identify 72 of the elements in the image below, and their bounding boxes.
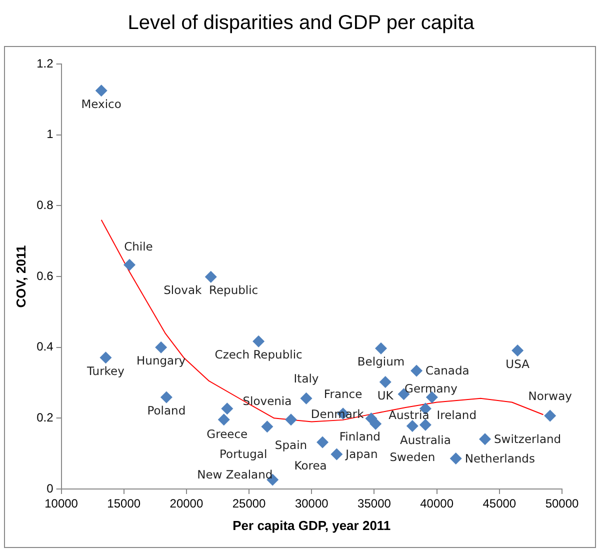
point: [450, 452, 462, 465]
point: [316, 436, 329, 448]
y-tick-label: 1: [46, 127, 54, 142]
annotation: France: [324, 386, 362, 401]
point: [374, 342, 387, 354]
annotation: USA: [506, 356, 530, 371]
annotation: Italy: [294, 372, 319, 386]
x-tick-label: 10000: [44, 496, 78, 511]
x-tick-label: 30000: [294, 496, 329, 511]
point: [124, 258, 136, 271]
x-tick-label: 45000: [482, 496, 516, 511]
annotation: Finland: [339, 429, 380, 444]
annotation: Hungary: [136, 354, 186, 368]
point: [370, 418, 382, 430]
annotation: Switzerland: [494, 432, 562, 446]
point: [410, 364, 423, 377]
x-tick-label: 25000: [232, 496, 266, 511]
annotation: Mexico: [81, 96, 122, 111]
point: [330, 448, 343, 460]
point: [204, 270, 217, 283]
point: [100, 352, 112, 364]
annotation: Chile: [124, 240, 153, 254]
point: [544, 410, 556, 422]
point: [406, 420, 418, 432]
point: [160, 391, 172, 404]
annotation: Austria: [388, 408, 430, 422]
annotation: Belgium: [357, 354, 405, 369]
x-tick-label: 35000: [358, 496, 392, 511]
point: [419, 418, 432, 431]
x-tick-label: 20000: [170, 496, 204, 511]
point: [252, 335, 265, 348]
annotation: Sweden: [390, 450, 436, 464]
point: [218, 414, 230, 426]
y-tick-label: 0.4: [36, 340, 54, 354]
annotation: UK: [377, 388, 394, 402]
point: [512, 344, 524, 357]
annotation: Czech Republic: [214, 348, 302, 362]
annotation: Greece: [206, 426, 248, 441]
annotation: Ireland: [436, 408, 476, 422]
annotation: Poland: [147, 404, 186, 418]
y-axis-title: COV, 2011: [13, 245, 28, 308]
x-tick-label: 40000: [420, 496, 454, 511]
point: [95, 84, 108, 97]
y-tick-label: 0: [46, 481, 54, 496]
y-tick-label: 0.6: [36, 268, 54, 283]
annotation: Japan: [344, 447, 378, 462]
point: [261, 420, 274, 433]
annotation: New Zealand: [197, 467, 273, 482]
annotation: Australia: [400, 432, 451, 447]
x-tick-label: 15000: [107, 496, 141, 511]
chart-title: Level of disparities and GDP per capita: [126, 12, 476, 35]
annotation: Netherlands: [464, 451, 535, 466]
y-tick-label: 0.8: [36, 198, 54, 212]
x-axis-title: Per capita GDP, year 2011: [232, 518, 391, 533]
annotation: Norway: [528, 388, 572, 403]
annotation: Spain: [274, 438, 308, 452]
x-tick-label: 50000: [545, 496, 580, 511]
point: [155, 341, 168, 354]
point: [300, 392, 312, 404]
annotation: Slovak Republic: [164, 283, 258, 298]
point: [221, 402, 234, 415]
annotation: Slovenia: [242, 394, 292, 408]
point: [284, 414, 297, 426]
y-tick-label: 0.2: [36, 410, 54, 424]
annotation: Portugal: [220, 446, 268, 461]
point: [479, 433, 492, 446]
annotation: Turkey: [86, 364, 125, 378]
point: [379, 376, 392, 388]
annotation: Germany: [404, 382, 458, 396]
annotation: Canada: [426, 363, 470, 378]
annotation: Korea: [294, 458, 327, 473]
y-tick-label: 1.2: [36, 56, 54, 70]
